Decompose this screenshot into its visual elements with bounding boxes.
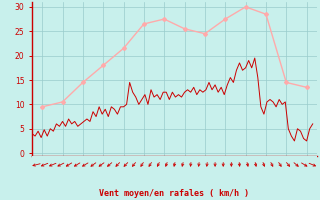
- Text: Vent moyen/en rafales ( km/h ): Vent moyen/en rafales ( km/h ): [100, 189, 249, 198]
